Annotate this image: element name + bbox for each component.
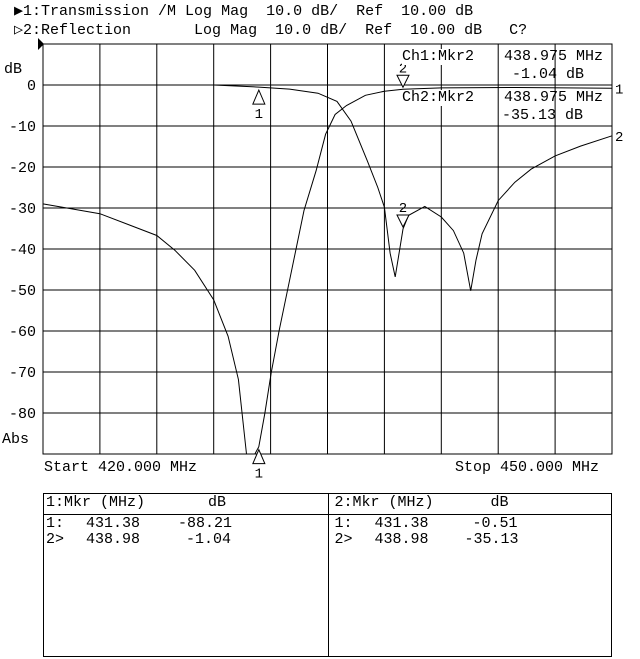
ch1-header-unit: dB [208, 494, 227, 511]
marker-number-label: 2 [399, 61, 407, 77]
y-format-label: Abs [2, 431, 30, 448]
start-frequency: Start 420.000 MHz [44, 459, 198, 476]
marker-triangle-icon [396, 74, 410, 89]
channel1-header: ▶1:Transmission /M Log Mag 10.0 dB/ Ref … [14, 3, 474, 20]
y-tick-label: -80 [9, 406, 36, 423]
marker-value: -1.04 [186, 531, 232, 548]
table-row: 1: 431.38 -0.51 [329, 515, 612, 532]
channel2-header: ▷2:Reflection Log Mag 10.0 dB/ Ref 10.00… [14, 22, 528, 39]
y-tick-label: -60 [9, 324, 36, 341]
marker-triangle-icon [252, 448, 266, 465]
marker-frequency: 431.38 [374, 515, 429, 532]
marker-id: 1: [46, 515, 65, 532]
y-tick-label: -50 [9, 283, 36, 300]
ch2-header-unit: dB [490, 494, 509, 511]
ch2-marker-table: 2:Mkr (MHz) dB 1: 431.38 -0.51 2> 438.98… [327, 494, 612, 656]
trace-1 [42, 86, 613, 455]
trace-end-label: 2 [615, 130, 623, 146]
y-unit-label: dB [4, 61, 23, 78]
reference-level-icon [38, 38, 44, 50]
marker-number-label: 2 [399, 201, 407, 217]
ch2-header-mkr: 2:Mkr (MHz) [334, 494, 434, 511]
y-tick-label: 0 [27, 78, 36, 95]
marker-id: 2> [334, 531, 353, 548]
marker-id: 2> [46, 531, 65, 548]
table-row: 1: 431.38 -88.21 [44, 515, 328, 532]
marker-value: -0.51 [472, 515, 518, 532]
marker-triangle-icon [252, 88, 266, 105]
stop-frequency: Stop 450.000 MHz [455, 459, 600, 476]
marker-frequency: 438.98 [86, 531, 141, 548]
y-tick-label: -30 [9, 201, 36, 218]
ch1-marker-frequency: 438.975 MHz [504, 48, 604, 65]
marker-value: -35.13 [464, 531, 519, 548]
ch1-marker-label: Ch1:Mkr2 [402, 48, 475, 65]
marker-value: -88.21 [178, 515, 233, 532]
ch1-marker-value: -1.04 dB [512, 66, 585, 83]
marker-number-label: 1 [255, 107, 263, 123]
ch1-header-mkr: 1:Mkr (MHz) [46, 494, 146, 511]
ch1-marker-table: 1:Mkr (MHz) dB 1: 431.38 -88.21 2> 438.9… [44, 494, 328, 656]
y-tick-label: -70 [9, 365, 36, 382]
marker-id: 1: [334, 515, 353, 532]
marker-number-label: 1 [255, 467, 263, 483]
y-tick-label: -20 [9, 160, 36, 177]
ch2-marker-value: -35.13 dB [502, 107, 584, 124]
marker-table: 1:Mkr (MHz) dB 1: 431.38 -88.21 2> 438.9… [43, 493, 612, 657]
ch2-marker-frequency: 438.975 MHz [504, 89, 604, 106]
trace-end-label: 1 [615, 82, 623, 98]
marker-triangle-icon [396, 214, 410, 229]
table-row: 2> 438.98 -1.04 [44, 531, 328, 548]
ch2-marker-label: Ch2:Mkr2 [402, 89, 475, 106]
y-tick-label: -40 [9, 242, 36, 259]
marker-frequency: 438.98 [374, 531, 429, 548]
y-tick-label: -10 [9, 119, 36, 136]
trace-plot: 0 -10 -20 -30 -40 -50 -60 -70 -80 1 2 1 2 1 2 [9, 38, 623, 483]
marker-frequency: 431.38 [86, 515, 141, 532]
table-row: 2> 438.98 -35.13 [329, 531, 612, 548]
